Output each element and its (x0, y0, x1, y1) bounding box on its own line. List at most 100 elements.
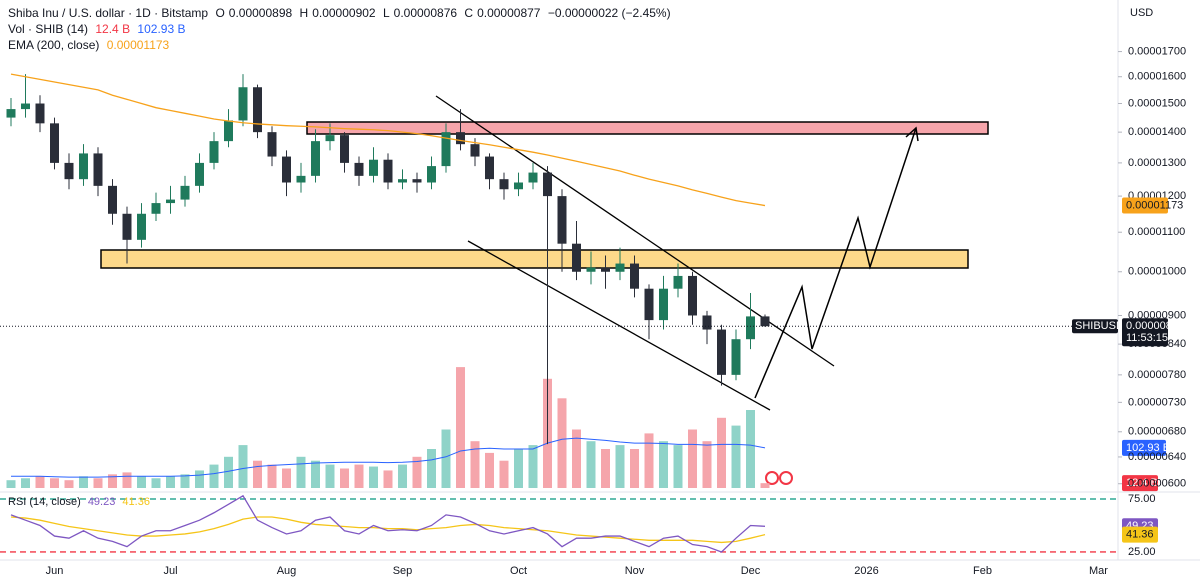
ohlc-value: 0.00000877 (477, 6, 541, 20)
x-tick-label: Jun (46, 565, 64, 577)
x-tick-label: Oct (510, 565, 527, 577)
currency-label: USD (1130, 7, 1153, 19)
candle-body (267, 132, 277, 157)
candle-body (630, 263, 639, 289)
candle-body (383, 159, 393, 183)
volume-bar (79, 476, 88, 488)
ohlc-key: L (382, 6, 390, 20)
rsi-axis-box (1122, 526, 1158, 543)
candle-body (528, 172, 538, 183)
candle-body (108, 185, 117, 214)
volume-bar (122, 472, 132, 488)
x-tick-label: Mar (1089, 565, 1108, 577)
ohlc-value: 0.00000902 (312, 6, 376, 20)
ema-legend: EMA (200, close) 0.00001173 (8, 38, 173, 52)
volume-bar (717, 417, 726, 488)
rsi-ma-value: 41.36 (122, 496, 150, 508)
volume-bar (456, 367, 465, 488)
x-tick-label: Sep (393, 565, 413, 577)
volume-bar (499, 460, 509, 488)
volume-axis-label: 102.93 B (1126, 442, 1170, 454)
event-icon[interactable] (765, 471, 779, 485)
volume-bar (267, 464, 277, 488)
volume-bar (253, 460, 262, 488)
volume-bar (470, 441, 480, 488)
volume-bar (441, 429, 451, 488)
x-tick-label: Jul (163, 565, 177, 577)
rsi-legend: RSI (14, close) 49.23 41.36 (8, 496, 154, 508)
volume-bar (659, 441, 668, 488)
event-icon[interactable] (779, 471, 793, 485)
candle-body (238, 87, 248, 121)
y-tick-label: 0.00000600 (1128, 478, 1186, 490)
volume-bar (311, 460, 320, 488)
candle-body (601, 267, 610, 272)
volume-bar (601, 449, 610, 488)
last-price-box (1122, 318, 1168, 347)
last-price-label: 0.00000877 (1126, 320, 1184, 332)
volume-ma-value: 102.93 B (137, 22, 186, 36)
rsi-tick-label: 25.00 (1128, 546, 1156, 558)
candle-body (122, 213, 132, 240)
y-tick-label: 0.00001700 (1128, 45, 1186, 57)
candle-body (470, 144, 480, 157)
candle-body (586, 267, 596, 272)
volume-bar (760, 483, 770, 488)
candle-body (746, 316, 755, 340)
volume-bar (195, 470, 204, 488)
y-tick-label: 0.00001400 (1128, 126, 1186, 138)
volume-bar (702, 441, 712, 488)
volume-legend: Vol · SHIB (14) 12.4 B 102.93 B (8, 22, 189, 36)
projection-path (754, 127, 917, 399)
volume-bar (514, 449, 523, 488)
volume-bar (151, 478, 161, 488)
symbol-title: Shiba Inu / U.S. dollar · 1D · Bitstamp (8, 6, 209, 20)
candle-body (412, 179, 422, 183)
candle-body (311, 141, 320, 176)
candle-body (137, 213, 146, 240)
candle-body (64, 162, 74, 180)
candle-body (296, 175, 306, 183)
candle-body (209, 141, 219, 163)
x-tick-label: Aug (277, 565, 297, 577)
rsi-tick-label: 75.00 (1128, 493, 1156, 505)
volume-bar (238, 445, 248, 488)
volume-bar (369, 466, 378, 488)
volume-bar (615, 445, 625, 488)
volume-bar (21, 478, 30, 488)
channel-upper (435, 95, 835, 367)
volume-bar (572, 429, 581, 488)
candle-body (717, 329, 726, 375)
candle-body (427, 166, 436, 183)
x-tick-label: Dec (741, 565, 761, 577)
volume-bar (528, 445, 538, 488)
candle-body (615, 263, 625, 272)
candle-body (499, 179, 509, 190)
x-tick-label: Nov (625, 565, 645, 577)
y-tick-label: 0.00001500 (1128, 97, 1186, 109)
volume-bar (64, 480, 74, 488)
candle-body (79, 153, 88, 180)
ohlc-key: O (215, 6, 225, 20)
candle-body (659, 288, 668, 321)
rsi-line (10, 494, 766, 553)
candle-body (514, 182, 523, 190)
candle-body (151, 203, 161, 214)
x-tick-label: 2026 (854, 565, 878, 577)
ema-title: EMA (200, close) (8, 38, 100, 52)
volume-axis-current-box (1122, 475, 1158, 492)
ohlc-value: 0.00000876 (393, 6, 458, 20)
volume-bar (354, 464, 364, 488)
volume-bar (180, 474, 190, 488)
rsi-line (10, 516, 766, 544)
candle-body (354, 162, 364, 176)
candle-body (6, 109, 16, 118)
candle-body (93, 153, 103, 186)
support-zone (100, 249, 969, 269)
candle-body (253, 87, 262, 133)
candle-body (325, 135, 335, 142)
volume-bar (427, 449, 436, 488)
candle-body (731, 339, 741, 375)
volume-bar (6, 480, 16, 488)
volume-value: 12.4 B (95, 22, 131, 36)
